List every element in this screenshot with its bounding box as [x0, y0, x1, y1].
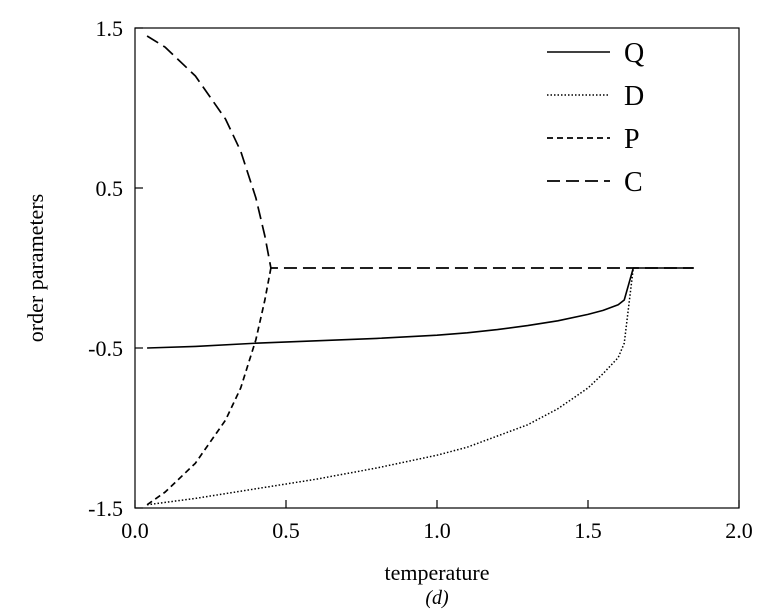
y-tick-label: -0.5 [88, 336, 123, 361]
panel-label: (d) [425, 587, 449, 609]
x-ticks: 0.0 0.5 1.0 1.5 2.0 [121, 500, 753, 543]
x-tick-label: 2.0 [725, 518, 753, 543]
x-tick-label: 1.5 [574, 518, 602, 543]
y-axis-label: order parameters [23, 194, 48, 342]
series-line-q [147, 267, 694, 349]
series-layer [146, 35, 694, 506]
x-tick-label: 1.0 [423, 518, 451, 543]
x-tick-label: 0.0 [121, 518, 149, 543]
legend-label-c: C [624, 167, 643, 198]
series-line-c [146, 35, 694, 269]
legend-label-q: Q [624, 38, 644, 69]
x-tick-label: 0.5 [272, 518, 300, 543]
y-tick-label: 1.5 [96, 16, 124, 41]
y-ticks: -1.5 -0.5 0.5 1.5 [88, 16, 143, 521]
legend-label-p: P [624, 124, 640, 155]
series-line-p [146, 267, 272, 506]
legend-label-d: D [624, 81, 644, 112]
y-tick-label: -1.5 [88, 496, 123, 521]
series-line-d [146, 267, 635, 506]
y-tick-label: 0.5 [96, 176, 124, 201]
x-axis-label: temperature [384, 560, 489, 585]
